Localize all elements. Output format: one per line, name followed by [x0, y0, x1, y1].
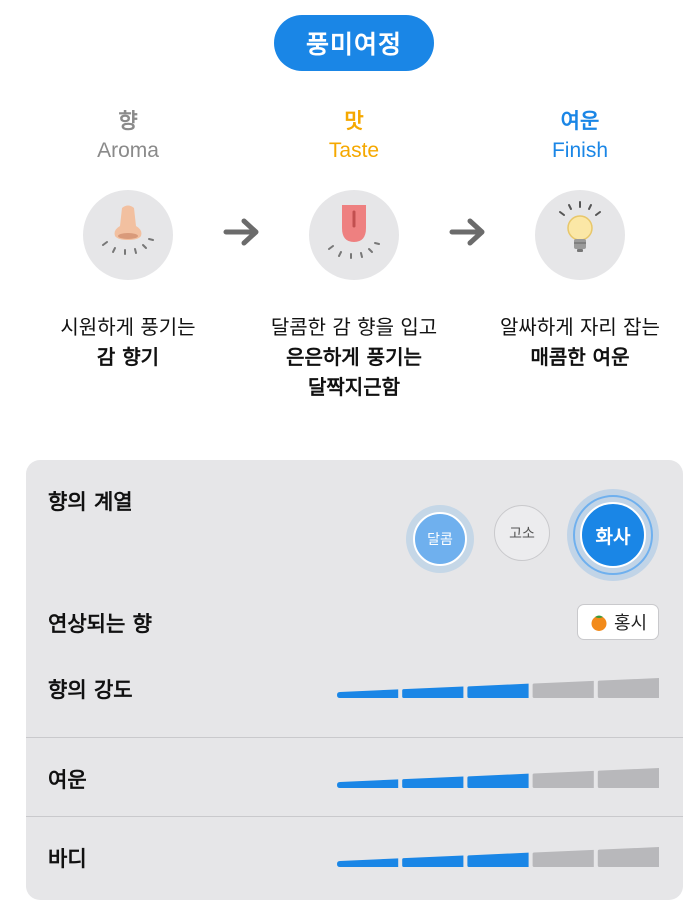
gauge-segment: [532, 849, 594, 867]
stage-finish-heading: 여운 Finish: [480, 106, 680, 166]
gauge-segment: [467, 852, 529, 867]
stage-taste-english: Taste: [328, 139, 380, 162]
gauge-segment: [597, 678, 659, 698]
stage-taste-desc-bold-2: 달짝지근함: [308, 375, 400, 399]
gauge-segment: [532, 680, 594, 698]
gauge-segment: [597, 847, 659, 867]
gauge-segment: [402, 855, 464, 867]
associated-aroma-label: 연상되는 향: [48, 612, 152, 636]
stage-finish-desc-bold: 매콤한 여운: [530, 345, 630, 369]
gauge-segment: [402, 776, 464, 788]
gauge-segment: [402, 686, 464, 698]
stage-aroma-heading: 향 Aroma: [28, 106, 228, 166]
finish-label: 여운: [48, 768, 87, 792]
finish-gauge: [337, 768, 659, 788]
body-gauge: [337, 847, 659, 867]
associated-aroma-tag-text: 홍시: [613, 613, 648, 634]
divider: [26, 737, 683, 738]
stage-finish-desc-text: 알싸하게 자리 잡는: [500, 315, 660, 339]
flavor-journey-title: 풍미여정: [274, 15, 434, 71]
gauge-segment: [337, 858, 399, 867]
stage-aroma-desc-bold: 감 향기: [96, 345, 160, 369]
stage-taste-desc-bold-1: 은은하게 풍기는: [286, 345, 422, 369]
gauge-segment: [467, 683, 529, 698]
associated-aroma-tag: 홍시: [577, 604, 659, 640]
aroma-family-label: 향의 계열: [48, 490, 133, 514]
stage-aroma-english: Aroma: [97, 139, 159, 162]
stage-aroma-desc-text: 시원하게 풍기는: [60, 315, 196, 339]
divider: [26, 816, 683, 817]
chip-sweet: 달콤: [413, 512, 467, 566]
gauge-segment: [597, 768, 659, 788]
stage-taste-desc-text: 달콤한 감 향을 입고: [270, 315, 438, 339]
persimmon-icon: [591, 615, 607, 631]
gauge-segment: [337, 689, 399, 698]
arrow-right-icon: [223, 218, 259, 246]
tongue-icon: [309, 190, 399, 280]
gauge-segment: [532, 770, 594, 788]
nose-icon: [83, 190, 173, 280]
chip-nutty: 고소: [494, 505, 550, 561]
gauge-segment: [337, 779, 399, 788]
chip-floral: 화사: [580, 502, 646, 568]
aroma-intensity-gauge: [337, 678, 659, 698]
aroma-intensity-label: 향의 강도: [48, 678, 133, 702]
stage-aroma-description: 시원하게 풍기는 감 향기: [13, 312, 243, 372]
stage-finish-description: 알싸하게 자리 잡는 매콤한 여운: [465, 312, 691, 372]
chip-floral-ring: [573, 495, 653, 575]
stage-finish-korean: 여운: [560, 109, 600, 133]
gauge-segment: [467, 773, 529, 788]
stage-taste-korean: 맛: [344, 109, 364, 133]
stage-aroma-korean: 향: [118, 109, 138, 133]
arrow-right-icon: [449, 218, 485, 246]
lightbulb-icon: [535, 190, 625, 280]
body-label: 바디: [48, 847, 87, 871]
stage-taste-description: 달콤한 감 향을 입고 은은하게 풍기는 달짝지근함: [239, 312, 469, 402]
stage-finish-english: Finish: [551, 139, 609, 162]
stage-taste-heading: 맛 Taste: [254, 106, 454, 166]
